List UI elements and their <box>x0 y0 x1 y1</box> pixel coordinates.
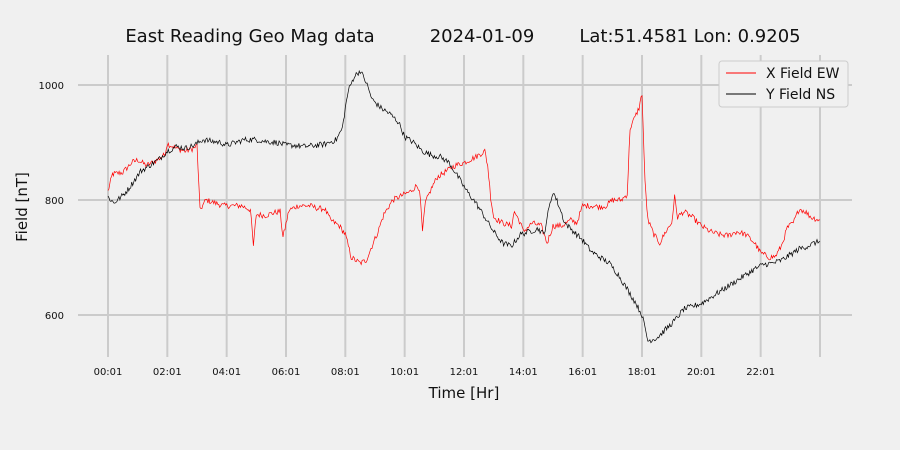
legend-label-x-field: X Field EW <box>766 66 840 82</box>
x-axis-label: Time [Hr] <box>428 384 500 402</box>
x-tick-label: 08:01 <box>331 367 360 378</box>
series-lines <box>107 69 821 344</box>
x-tick-label: 06:01 <box>272 367 301 378</box>
chart-title: East Reading Geo Mag data <box>125 26 374 47</box>
x-tick-label: 10:01 <box>390 367 419 378</box>
series-line-y-field <box>107 69 821 344</box>
y-tick-label: 1000 <box>39 81 64 92</box>
chart-date: 2024-01-09 <box>430 26 535 47</box>
y-tick-label: 600 <box>45 311 64 322</box>
x-tick-label: 16:01 <box>568 367 597 378</box>
x-tick-label: 18:01 <box>628 367 657 378</box>
x-tick-labels: 00:01 02:01 04:01 06:01 08:01 10:01 12:01 14:01… <box>94 367 775 378</box>
x-tick-label: 14:01 <box>509 367 538 378</box>
series-line-x-field <box>107 94 821 266</box>
legend-label-y-field: Y Field NS <box>765 87 835 103</box>
x-tick-label: 04:01 <box>212 367 241 378</box>
chart-location: Lat:51.4581 Lon: 0.9205 <box>579 26 800 47</box>
x-tick-label: 00:01 <box>94 367 123 378</box>
y-tick-label: 800 <box>45 196 64 207</box>
legend: X Field EW Y Field NS <box>718 60 849 108</box>
y-axis-label: Field [nT] <box>13 172 31 242</box>
y-tick-labels: 600 800 1000 <box>39 81 64 322</box>
x-tick-label: 12:01 <box>450 367 479 378</box>
x-tick-label: 22:01 <box>746 367 775 378</box>
x-tick-label: 20:01 <box>687 367 716 378</box>
x-tick-label: 02:01 <box>153 367 182 378</box>
